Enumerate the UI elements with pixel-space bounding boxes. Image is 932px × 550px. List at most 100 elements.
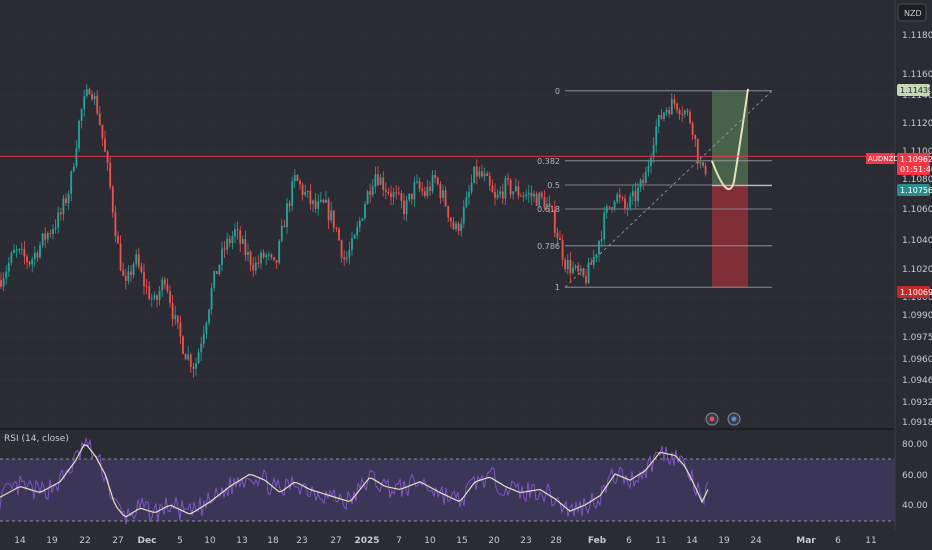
candle-body — [200, 343, 203, 353]
candle-body — [639, 179, 642, 188]
candle-body — [426, 186, 429, 196]
candle-body — [184, 353, 187, 360]
time-tick-label: 2025 — [354, 536, 379, 546]
candle-body — [369, 191, 372, 195]
candle-body — [306, 190, 309, 192]
candle-body — [236, 229, 239, 231]
candle-body — [400, 193, 403, 201]
candle-body — [202, 333, 205, 344]
candle-body — [405, 199, 408, 215]
candle-body — [18, 249, 21, 251]
candle-body — [145, 286, 148, 288]
candle-body — [535, 194, 538, 206]
candle-body — [689, 112, 691, 124]
currency-badge[interactable]: NZD — [897, 3, 927, 22]
candle-body — [546, 203, 548, 208]
candle-body — [673, 99, 676, 104]
candle-body — [413, 182, 416, 200]
candle-body — [504, 178, 507, 199]
candle-body — [395, 192, 398, 194]
candle-body — [439, 184, 442, 199]
candle-body — [36, 252, 39, 258]
candle-body — [65, 198, 67, 203]
candle-body — [561, 240, 564, 260]
candle-body — [548, 203, 551, 206]
candle-body — [221, 248, 223, 265]
time-tick-label: 15 — [456, 536, 467, 546]
time-tick-label: 11 — [655, 536, 666, 546]
candle-body — [345, 257, 348, 260]
candle-body — [122, 270, 125, 277]
tp-price-tag[interactable]: 1.11439 — [897, 84, 932, 96]
candle-body — [644, 171, 647, 184]
current-price-tag[interactable]: AUDNZD 1.10962 01:51:40 — [866, 153, 932, 175]
candle-body — [215, 271, 218, 275]
time-tick-label: 23 — [296, 536, 307, 546]
candle-body — [387, 191, 390, 194]
candle-body — [605, 206, 608, 213]
entry-tag-bg — [897, 184, 930, 196]
candle-body — [338, 228, 340, 241]
time-tick-label: Feb — [588, 536, 607, 546]
fib-level-label: 0.5 — [547, 181, 560, 190]
price-tick-label: 1.11200 — [902, 119, 932, 129]
candle-body — [585, 276, 587, 283]
candle-body — [657, 115, 660, 127]
candle-body — [579, 268, 582, 272]
candle-body — [83, 96, 86, 110]
candle-body — [650, 157, 652, 166]
candle-body — [293, 175, 296, 182]
candle-body — [660, 115, 663, 119]
candle-body — [319, 199, 322, 202]
candle-body — [59, 212, 62, 214]
time-axis[interactable]: 14 19 22 27 Dec 5 10 13 18 23 27 2025 7 10 15 20 23 28 Feb… — [14, 536, 876, 546]
candle-body — [390, 193, 392, 198]
entry-price-tag[interactable]: 1.10756 — [897, 184, 932, 196]
candle-body — [327, 199, 330, 221]
candle-body — [226, 238, 229, 250]
candle-body — [176, 315, 179, 323]
rsi-panel[interactable]: RSI (14, close) — [0, 430, 895, 530]
candle-body — [101, 124, 104, 139]
entry-price-label: 1.10756 — [900, 186, 932, 195]
candle-body — [421, 188, 424, 192]
candle-body — [577, 265, 580, 272]
candle-body — [626, 207, 629, 209]
projection-curve[interactable] — [711, 88, 749, 190]
rsi-axis[interactable]: 80.00 60.00 40.00 — [902, 440, 928, 511]
candle-body — [618, 194, 621, 198]
candle-body — [348, 250, 351, 258]
candle-body — [130, 271, 132, 275]
candle-body — [361, 218, 364, 221]
candle-body — [676, 103, 678, 111]
candle-body — [382, 177, 385, 190]
candle-body — [566, 259, 569, 270]
candle-body — [174, 315, 177, 320]
rsi-line — [0, 437, 709, 525]
candle-body — [137, 254, 140, 267]
sl-price-tag[interactable]: 1.10069 — [897, 286, 932, 298]
candle-body — [553, 209, 556, 233]
price-tick-label: 1.09900 — [902, 311, 932, 321]
rsi-indicator-label[interactable]: RSI (14, close) — [4, 434, 69, 444]
candle-body — [312, 200, 314, 204]
candle-body — [20, 248, 23, 250]
symbol-tag-bg — [866, 153, 895, 164]
candle-body — [530, 192, 533, 197]
rsi-tick-label: 40.00 — [902, 501, 928, 511]
candle-body — [23, 248, 26, 257]
candle-body — [197, 352, 200, 364]
candle-body — [249, 251, 252, 265]
event-icons[interactable] — [705, 412, 741, 426]
candle-body — [158, 290, 161, 300]
candle-body — [10, 253, 13, 263]
candle-body — [314, 200, 317, 209]
candle-body — [449, 217, 452, 222]
candle-body — [41, 233, 44, 246]
long-position-tool[interactable] — [712, 90, 772, 288]
candle-body — [457, 223, 460, 231]
candle-body — [265, 254, 268, 258]
price-tick-label: 1.09320 — [902, 398, 932, 408]
candle-body — [364, 204, 366, 219]
